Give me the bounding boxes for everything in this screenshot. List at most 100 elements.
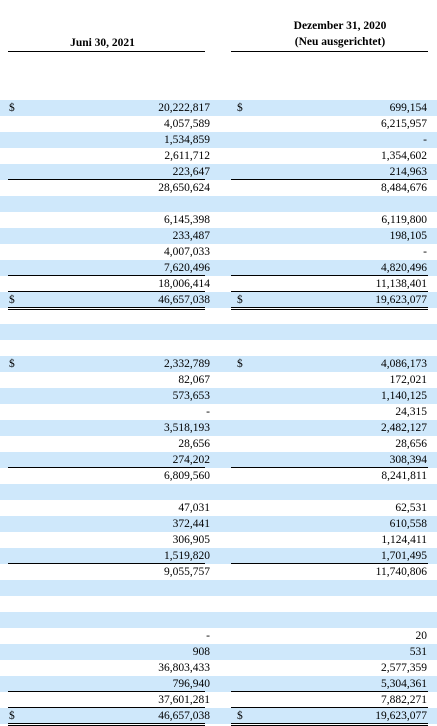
blank-row xyxy=(0,84,437,100)
column-header-december-2020: Dezember 31, 2020 (Neu ausgerichtet) xyxy=(245,18,435,50)
value-2020: 62,531 xyxy=(395,502,427,514)
table-row: $46,657,038 $19,623,077 xyxy=(0,292,437,310)
blank-row xyxy=(0,324,437,340)
value-2020: 610,558 xyxy=(389,518,427,530)
value-2020: 19,623,077 xyxy=(375,294,427,306)
table-row: 28,650,624 8,484,676 xyxy=(0,180,437,196)
value-2020: 19,623,077 xyxy=(375,710,427,722)
value-2021: 20,222,817 xyxy=(158,102,210,114)
value-2021: 223,647 xyxy=(172,166,210,178)
value-2021: 372,441 xyxy=(172,518,210,530)
value-2020: 8,241,811 xyxy=(381,470,427,482)
value-2020: 5,304,361 xyxy=(381,678,427,690)
double-underline xyxy=(231,309,428,310)
currency-symbol-2020: $ xyxy=(237,102,243,114)
table-row: $2,332,789 $4,086,173 xyxy=(0,356,437,372)
table-row: 2,611,712 1,354,602 xyxy=(0,148,437,164)
value-2020: 214,963 xyxy=(389,166,427,178)
blank-row xyxy=(0,196,437,212)
value-2021: 4,057,589 xyxy=(164,118,210,130)
underline xyxy=(231,179,428,180)
column-header-june-2021: Juni 30, 2021 xyxy=(70,37,135,49)
table-row: 82,067 172,021 xyxy=(0,372,437,388)
column-header-december-2020-date: Dezember 31, 2020 xyxy=(293,20,387,32)
value-2021: 46,657,038 xyxy=(158,710,210,722)
underline xyxy=(231,707,428,708)
currency-symbol-2020: $ xyxy=(237,710,243,722)
value-2020: 172,021 xyxy=(389,374,427,386)
table-row: 37,601,281 7,882,271 xyxy=(0,692,437,708)
table-row: 1,519,820 1,701,495 xyxy=(0,548,437,564)
value-2020: 308,394 xyxy=(389,454,427,466)
value-2021: 36,803,433 xyxy=(158,662,210,674)
currency-symbol-2021: $ xyxy=(9,358,15,370)
table-row: 1,534,859 - xyxy=(0,132,437,148)
value-2020: 11,138,401 xyxy=(375,278,427,290)
value-2021: 796,940 xyxy=(172,678,210,690)
underline xyxy=(231,691,428,692)
value-2021: 9,055,757 xyxy=(164,566,210,578)
table-row: 908 531 xyxy=(0,644,437,660)
blank-row xyxy=(0,340,437,356)
table-row: 223,647 214,963 xyxy=(0,164,437,180)
value-2021: 2,332,789 xyxy=(164,358,210,370)
value-2021: 47,031 xyxy=(178,502,210,514)
underline xyxy=(8,179,205,180)
value-2021: 7,620,496 xyxy=(164,262,210,274)
table-row: 6,145,398 6,119,800 xyxy=(0,212,437,228)
table-row: 274,202 308,394 xyxy=(0,452,437,468)
currency-symbol-2021: $ xyxy=(9,710,15,722)
value-2020: 11,740,806 xyxy=(375,566,427,578)
table-row: 3,518,193 2,482,127 xyxy=(0,420,437,436)
blank-row xyxy=(0,68,437,84)
value-2020: 6,215,957 xyxy=(381,118,427,130)
underline xyxy=(8,467,205,468)
table-row: $20,222,817 $699,154 xyxy=(0,100,437,116)
header-underline-right xyxy=(231,51,428,52)
table-row: 9,055,757 11,740,806 xyxy=(0,564,437,580)
value-2020: 699,154 xyxy=(389,102,427,114)
table-row: 4,057,589 6,215,957 xyxy=(0,116,437,132)
table-row: 233,487 198,105 xyxy=(0,228,437,244)
currency-symbol-2021: $ xyxy=(9,294,15,306)
value-2021: - xyxy=(206,406,210,418)
value-2020: 4,820,496 xyxy=(381,262,427,274)
table-row: - 20 xyxy=(0,628,437,644)
underline xyxy=(231,563,428,564)
currency-symbol-2021: $ xyxy=(9,102,15,114)
underline xyxy=(231,291,428,292)
value-2020: 1,124,411 xyxy=(381,534,427,546)
underline xyxy=(8,691,205,692)
underline xyxy=(8,563,205,564)
value-2021: 6,809,560 xyxy=(164,470,210,482)
value-2020: 1,701,495 xyxy=(381,550,427,562)
value-2021: 37,601,281 xyxy=(158,694,210,706)
table-row: 306,905 1,124,411 xyxy=(0,532,437,548)
value-2021: 1,534,859 xyxy=(164,134,210,146)
underline xyxy=(231,307,428,308)
value-2020: - xyxy=(423,134,427,146)
blank-row xyxy=(0,596,437,612)
header-underline-left xyxy=(8,51,205,52)
value-2021: 1,519,820 xyxy=(164,550,210,562)
currency-symbol-2020: $ xyxy=(237,358,243,370)
value-2021: 306,905 xyxy=(172,534,210,546)
value-2020: 24,315 xyxy=(395,406,427,418)
table-row: 36,803,433 2,577,359 xyxy=(0,660,437,676)
table-row: - 24,315 xyxy=(0,404,437,420)
value-2020: 198,105 xyxy=(389,230,427,242)
value-2021: - xyxy=(206,630,210,642)
table-row: 47,031 62,531 xyxy=(0,500,437,516)
table-row: 6,809,560 8,241,811 xyxy=(0,468,437,484)
underline xyxy=(8,275,205,276)
value-2020: 6,119,800 xyxy=(381,214,427,226)
value-2020: 531 xyxy=(409,646,427,658)
value-2020: 8,484,676 xyxy=(381,182,427,194)
table-row: 796,940 5,304,361 xyxy=(0,676,437,692)
value-2021: 4,007,033 xyxy=(164,246,210,258)
column-header-december-2020-note: (Neu ausgerichtet) xyxy=(294,36,386,48)
value-2020: 2,482,127 xyxy=(381,422,427,434)
value-2021: 274,202 xyxy=(172,454,210,466)
value-2021: 46,657,038 xyxy=(158,294,210,306)
value-2020: 2,577,359 xyxy=(381,662,427,674)
